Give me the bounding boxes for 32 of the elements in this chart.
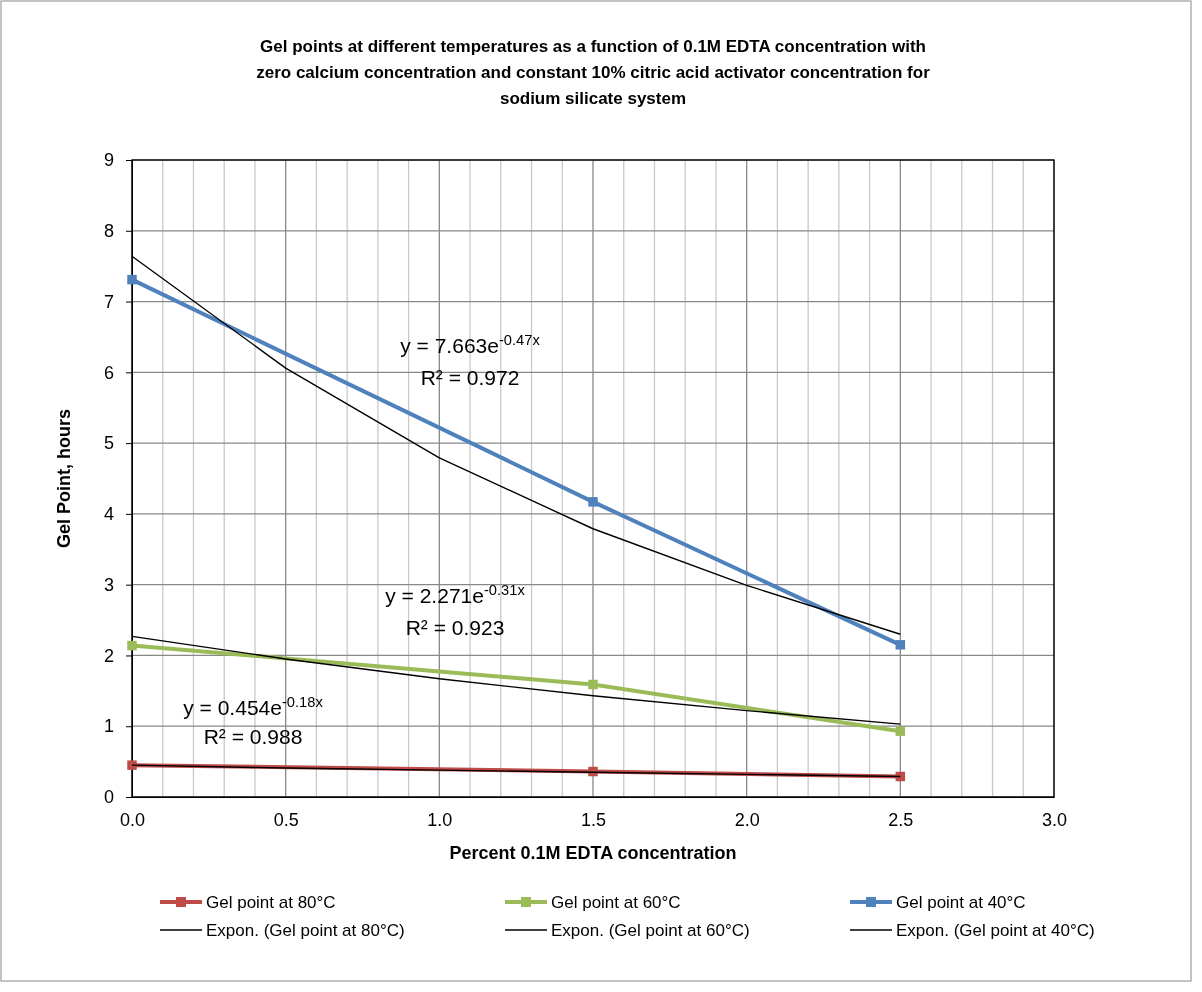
annotation: y = 7.663e$^{-0.47x}$ [400, 332, 541, 357]
annotation: R² = 0.988 [203, 725, 303, 748]
x-tick-label: 2.5 [888, 809, 914, 830]
x-tick-label: 1.5 [580, 809, 607, 830]
y-tick-label: 4 [103, 504, 114, 525]
y-tick-label: 5 [103, 433, 114, 454]
x-tick-label: 2.0 [734, 809, 760, 830]
x-tick-label: 1.0 [427, 809, 453, 830]
legend-label: Gel point at 40°C [896, 893, 1026, 912]
y-tick-label: 3 [103, 574, 114, 595]
y-tick-label: 7 [103, 291, 114, 312]
y-tick-label: 6 [103, 362, 114, 383]
y-axis-title: Gel Point, hours [54, 408, 74, 549]
chart-title: Gel points at different temperatures as a function of 0.1M EDTA concentration with zero calcium concentration and constant 10% citric acid activator concentration for sodium silicate system [256, 37, 931, 108]
annotation: R² = 0.923 [405, 616, 505, 639]
x-axis-title: Percent 0.1M EDTA concentration [449, 843, 737, 863]
y-tick-label: 1 [103, 716, 114, 737]
annotation: y = 2.271e$^{-0.31x}$ [385, 582, 526, 607]
x-tick-label: 3.0 [1041, 809, 1068, 830]
y-tick-label: 0 [103, 787, 114, 808]
legend-label: Gel point at 60°C [551, 893, 681, 912]
annotation: R² = 0.972 [420, 366, 520, 389]
y-tick-label: 9 [103, 150, 114, 171]
y-tick-label: 8 [103, 221, 114, 242]
legend-label: Expon. (Gel point at 80°C) [206, 921, 405, 940]
annotation: y = 0.454e$^{-0.18x}$ [183, 694, 324, 719]
x-tick-label: 0.0 [119, 809, 146, 830]
x-tick-label: 0.5 [273, 809, 299, 830]
legend-label: Expon. (Gel point at 40°C) [896, 921, 1095, 940]
legend-label: Expon. (Gel point at 60°C) [551, 921, 750, 940]
legend-label: Gel point at 80°C [206, 893, 336, 912]
y-tick-label: 2 [103, 645, 114, 666]
